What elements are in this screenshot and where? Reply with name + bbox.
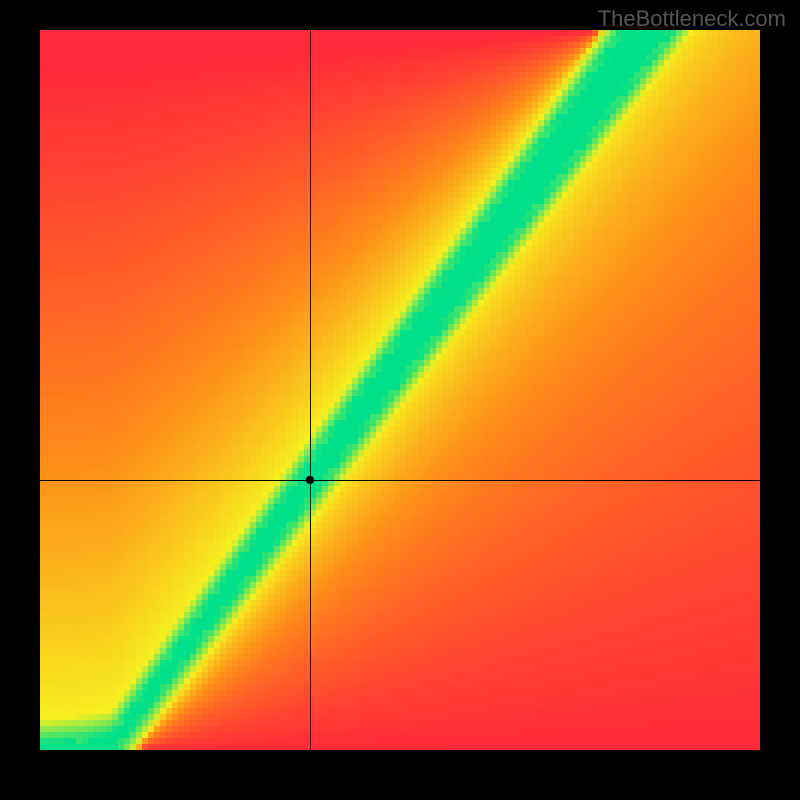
bottleneck-heatmap <box>40 30 760 750</box>
chart-container: TheBottleneck.com <box>0 0 800 800</box>
watermark-text: TheBottleneck.com <box>598 6 786 32</box>
